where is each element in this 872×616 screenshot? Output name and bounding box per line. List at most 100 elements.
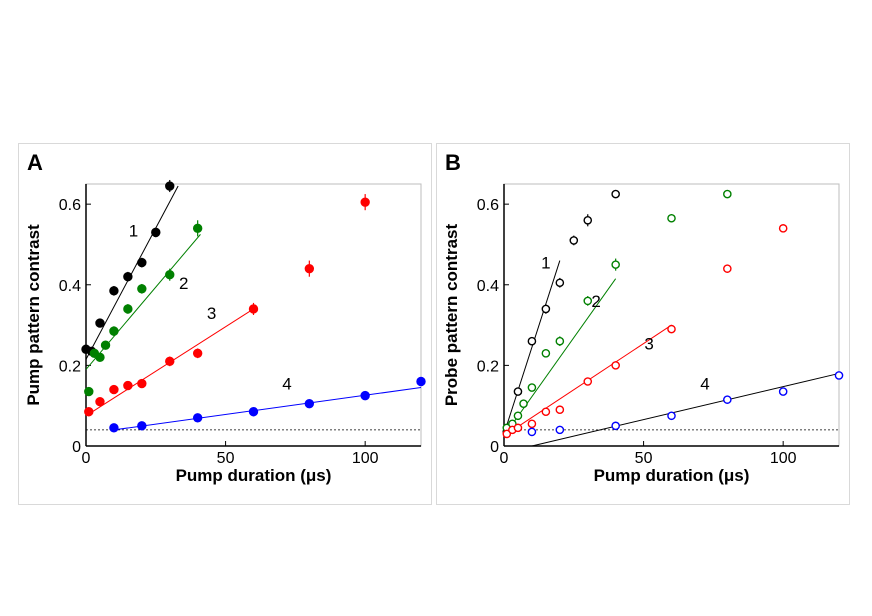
chartb-series-4-point-5 [778, 387, 788, 396]
chartb-series-3-point-4 [541, 407, 551, 417]
charta-series-2-label: 2 [179, 274, 188, 293]
chartb-series-1-point-6 [569, 236, 579, 245]
charta-series-3-point-2 [109, 384, 119, 395]
charta-series-2-point-3 [100, 340, 111, 350]
charta-series-3-label: 3 [207, 304, 216, 323]
charta-series-4-point-3 [248, 407, 259, 417]
charta-series-2-point-6 [137, 284, 147, 294]
chartb-xtick-label-1: 50 [635, 450, 653, 467]
chartb-series-1-label: 1 [541, 254, 550, 273]
chartb-series-3-point-6 [583, 377, 593, 386]
chartb-series-3-point-2 [513, 423, 523, 433]
chartb-series-4-label: 4 [700, 375, 709, 394]
charta-series-4-point-4 [304, 398, 315, 409]
charta-series-2-point-5 [123, 304, 133, 314]
chartb-series-3-point-8 [667, 324, 676, 334]
charta-series-3-point-9 [360, 197, 370, 207]
chartb-y-axis-title: Probe pattern contrast [442, 224, 461, 407]
charta-ytick-label-3: 0.6 [59, 197, 81, 214]
charta-y-axis-title: Pump pattern contrast [24, 224, 43, 406]
chartb-series-4-fit-line [531, 372, 840, 447]
chartb-series-2-point-10 [723, 189, 732, 199]
chartb-series-4-point-1 [555, 425, 565, 435]
chartb-panel-label: B [445, 150, 461, 175]
charta-series-4-point-5 [360, 390, 370, 401]
charta-ytick-label-0: 0 [72, 439, 81, 456]
chart-b-svg: B 0 0.2 0.4 0.6 0 50 100 Pump duration (μs) Probe… [442, 150, 844, 485]
charta-series-2-point-2 [95, 352, 105, 363]
charta-series-1-point-6 [151, 227, 161, 238]
panel-b: B 0 0.2 0.4 0.6 0 50 100 Pump duration (μs) Probe… [436, 143, 850, 505]
chartb-series-1-point-5 [555, 278, 565, 288]
chartb-xtick-label-2: 100 [770, 450, 797, 467]
charta-series-4-label: 4 [282, 375, 291, 394]
charta-series-4-point-0 [109, 423, 119, 433]
chart-a-svg: A 0 0.2 0.4 0.6 0 50 100 Pump duration (μs) Pump … [24, 150, 426, 485]
charta-xtick-label-0: 0 [82, 450, 91, 467]
charta-series-3-point-8 [304, 263, 315, 274]
charta-series-4-point-1 [137, 421, 147, 431]
chartb-series-3-point-0 [502, 429, 512, 439]
chartb-series-2-point-8 [611, 260, 620, 269]
chartb-series-4-point-3 [667, 411, 676, 421]
charta-series-2-point-0 [84, 386, 94, 397]
chartb-series-3-point-5 [555, 405, 565, 415]
chartb-plot-frame [503, 183, 840, 447]
chartb-series-4-point-0 [527, 427, 537, 437]
charta-series-1-point-3 [109, 286, 119, 296]
chartb-series-3-point-7 [611, 361, 620, 370]
charta-series-3-point-5 [165, 356, 175, 367]
charta-series-3-point-6 [192, 348, 203, 358]
charta-series-3-point-3 [123, 380, 133, 391]
chartb-series-1-point-7 [583, 215, 593, 225]
chartb-series-2-point-2 [513, 411, 523, 421]
chartb-series-3-point-3 [527, 419, 537, 429]
chartb-series-2-point-9 [667, 213, 676, 223]
charta-series-1-point-7 [165, 181, 175, 191]
chartb-series-1-point-4 [541, 304, 551, 314]
charta-series-4-fit-line [113, 387, 422, 431]
charta-series-1-fit-line [85, 185, 179, 360]
chartb-series-3-point-9 [723, 264, 732, 273]
charta-panel-label: A [27, 150, 43, 175]
chartb-ytick-label-1: 0.2 [477, 358, 499, 375]
charta-x-axis-title: Pump duration (μs) [176, 466, 332, 485]
chartb-series-1-fit-line [503, 260, 561, 435]
chartb-ytick-label-3: 0.6 [477, 197, 499, 214]
chartb-series-3-label: 3 [644, 334, 653, 353]
charta-series-2-point-7 [165, 269, 175, 280]
charta-series-1-point-5 [137, 257, 147, 268]
charta-series-4-point-2 [192, 413, 203, 423]
chartb-series-2-point-4 [527, 383, 537, 392]
chartb-series-2-label: 2 [591, 292, 600, 311]
charta-series-3-point-7 [248, 304, 259, 314]
charta-ytick-label-2: 0.4 [59, 278, 81, 295]
chartb-series-1-point-8 [611, 189, 620, 199]
charta-series-1-point-4 [123, 272, 133, 282]
charta-series-2-point-8 [192, 223, 203, 234]
chartb-series-4-point-4 [723, 395, 732, 404]
chartb-ytick-label-2: 0.4 [477, 278, 499, 295]
chartb-series-4-point-6 [834, 371, 844, 380]
charta-xtick-label-1: 50 [217, 450, 235, 467]
charta-series-3-point-0 [84, 407, 94, 417]
panel-a: A 0 0.2 0.4 0.6 0 50 100 Pump duration (μs) Pump … [18, 143, 432, 505]
charta-ytick-label-1: 0.2 [59, 358, 81, 375]
charta-series-4-point-6 [416, 376, 426, 387]
chartb-series-2-point-3 [519, 399, 528, 408]
chartb-series-1-point-3 [527, 336, 537, 346]
charta-xtick-label-2: 100 [352, 450, 379, 467]
chartb-series-2-point-6 [555, 336, 565, 346]
chartb-series-3-point-10 [778, 224, 788, 233]
chartb-series-2-fit-line [503, 278, 617, 437]
chartb-x-axis-title: Pump duration (μs) [594, 466, 750, 485]
charta-series-1-label: 1 [129, 221, 138, 240]
charta-series-1-point-2 [95, 318, 105, 328]
charta-series-3-point-1 [95, 396, 105, 407]
charta-series-2-point-4 [109, 326, 119, 336]
chartb-xtick-label-0: 0 [500, 450, 509, 467]
chartb-ytick-label-0: 0 [490, 439, 499, 456]
chartb-series-2-point-5 [541, 348, 551, 358]
charta-series-3-point-4 [137, 378, 147, 389]
chartb-series-2-point-7 [583, 296, 593, 306]
